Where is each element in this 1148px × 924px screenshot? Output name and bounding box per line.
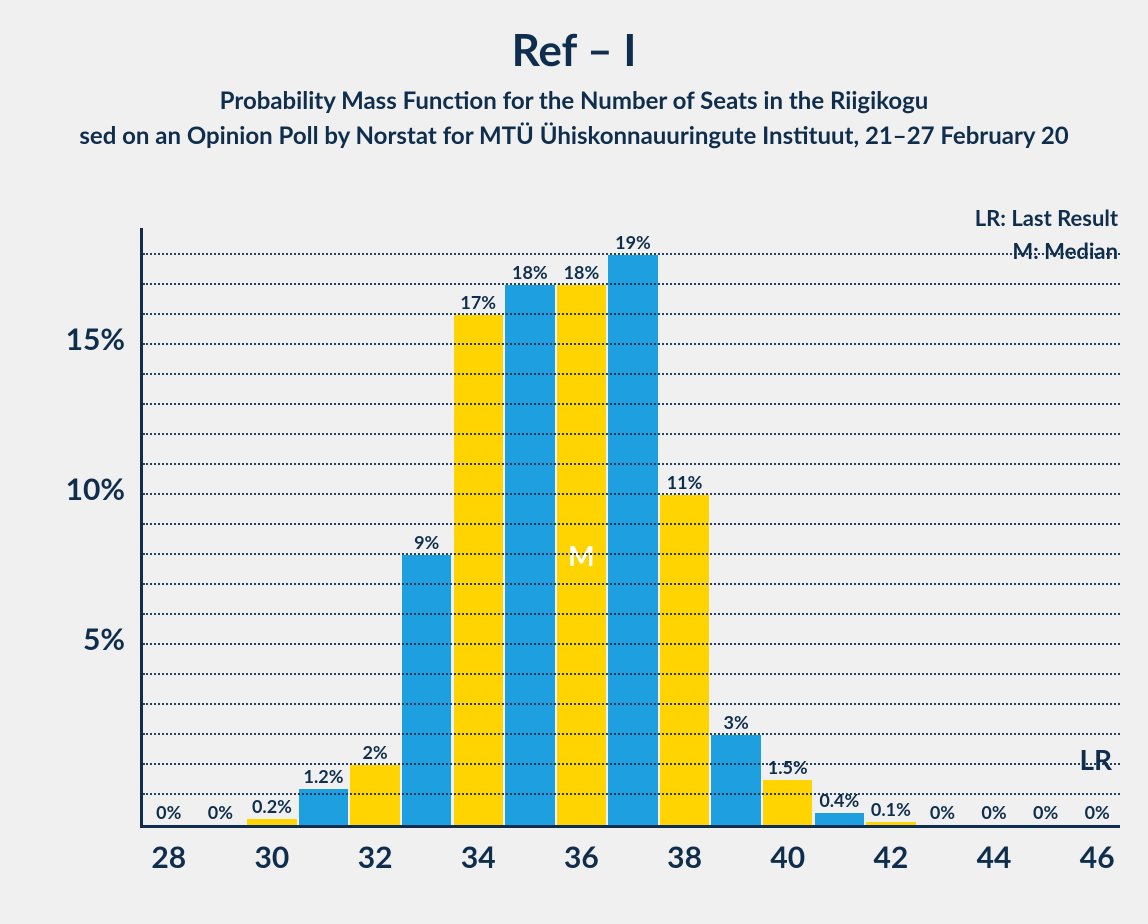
bar-value-label: 1.2% <box>304 765 344 789</box>
chart-subtitle: Probability Mass Function for the Number… <box>0 86 1148 115</box>
y-tick-label: 5% <box>83 621 143 657</box>
bar: 2% <box>350 765 400 825</box>
grid-line <box>143 733 1120 735</box>
grid-line <box>143 343 1120 345</box>
bar: 11% <box>660 495 710 825</box>
bar-value-label: 11% <box>667 471 703 495</box>
bar-value-label: 19% <box>615 231 651 255</box>
x-tick-label: 36 <box>564 825 599 875</box>
bar-value-label: 0% <box>1033 801 1058 825</box>
grid-line <box>143 793 1120 795</box>
grid-line <box>143 583 1120 585</box>
bar-value-label: 0% <box>156 801 181 825</box>
grid-line <box>143 703 1120 705</box>
grid-line <box>143 523 1120 525</box>
chart-bars: 0%0%0.2%1.2%2%9%17%18%18%M19%11%3%1.5%0.… <box>143 228 1120 825</box>
bar-value-label: 2% <box>362 741 387 765</box>
legend-lr: LR: Last Result <box>975 204 1118 231</box>
bar-value-label: 1.5% <box>768 756 808 780</box>
bar-value-label: 0.2% <box>252 795 292 819</box>
bar: 3% <box>711 735 761 825</box>
grid-line <box>143 283 1120 285</box>
grid-line <box>143 313 1120 315</box>
grid-line <box>143 253 1120 255</box>
bar-value-label: 0.1% <box>871 798 911 822</box>
chart-title: Ref – I <box>0 24 1148 76</box>
grid-line <box>143 553 1120 555</box>
bar: 9% <box>402 555 452 825</box>
y-tick-label: 10% <box>66 471 143 507</box>
grid-line <box>143 403 1120 405</box>
chart-container: LR: Last Result M: Median 0%0%0.2%1.2%2%… <box>0 204 1148 924</box>
x-tick-label: 32 <box>358 825 393 875</box>
chart-plot-area: 0%0%0.2%1.2%2%9%17%18%18%M19%11%3%1.5%0.… <box>140 228 1120 828</box>
bar: 1.5% <box>763 780 813 825</box>
y-tick-label: 15% <box>66 321 143 357</box>
lr-marker: LR <box>1079 742 1112 776</box>
x-tick-label: 44 <box>977 825 1012 875</box>
bar-value-label: 0% <box>208 801 233 825</box>
bar-value-label: 3% <box>724 711 749 735</box>
x-tick-label: 34 <box>461 825 496 875</box>
bar: 0.4% <box>815 813 865 825</box>
bar-value-label: 18% <box>564 261 600 285</box>
grid-line <box>143 373 1120 375</box>
bar: 18% <box>505 285 555 825</box>
grid-line <box>143 613 1120 615</box>
x-tick-label: 42 <box>873 825 908 875</box>
grid-line <box>143 643 1120 645</box>
x-tick-label: 40 <box>770 825 805 875</box>
x-tick-label: 28 <box>151 825 186 875</box>
grid-line <box>143 463 1120 465</box>
bar-value-label: 0% <box>981 801 1006 825</box>
x-tick-label: 46 <box>1080 825 1115 875</box>
bar-value-label: 17% <box>460 291 496 315</box>
bar-value-label: 18% <box>512 261 548 285</box>
median-marker: M <box>568 538 594 572</box>
grid-line <box>143 433 1120 435</box>
bar: 17% <box>454 315 504 825</box>
x-tick-label: 38 <box>667 825 702 875</box>
bar-value-label: 0% <box>930 801 955 825</box>
grid-line <box>143 763 1120 765</box>
bar-value-label: 9% <box>414 531 439 555</box>
grid-line <box>143 673 1120 675</box>
x-tick-label: 30 <box>255 825 290 875</box>
chart-subtitle2: sed on an Opinion Poll by Norstat for MT… <box>0 121 1148 150</box>
grid-line <box>143 493 1120 495</box>
bar-value-label: 0% <box>1085 801 1110 825</box>
bar: 19% <box>608 255 658 825</box>
